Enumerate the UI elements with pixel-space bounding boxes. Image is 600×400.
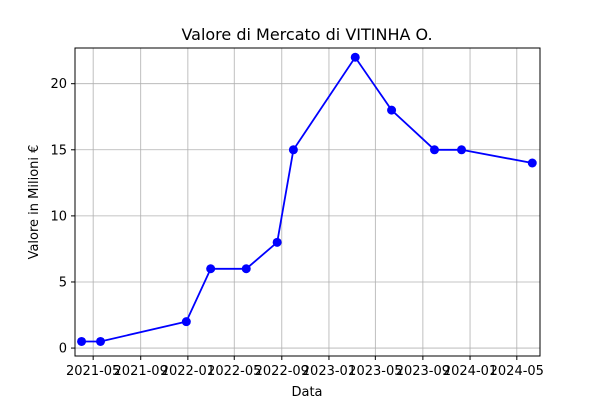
y-tick-label: 5 [59,275,67,290]
data-point [206,264,216,274]
y-tick-label: 0 [59,342,67,357]
data-point [181,317,191,327]
data-point [457,145,467,155]
x-tick-label: 2023-09 [396,364,450,379]
y-tick-label: 15 [50,143,67,158]
x-axis: 2021-052021-092022-012022-052022-092023-… [66,356,544,379]
series-layer [77,52,537,346]
data-point [241,264,251,274]
x-tick-label: 2022-09 [255,364,309,379]
x-tick-label: 2021-05 [66,364,120,379]
data-point [387,105,397,115]
chart-title: Valore di Mercato di VITINHA O. [181,25,432,44]
x-tick-label: 2024-05 [490,364,544,379]
series-line [81,55,533,343]
y-tick-label: 10 [50,209,67,224]
y-tick-label: 20 [50,77,67,92]
data-point [272,237,282,247]
x-tick-label: 2023-01 [302,364,356,379]
data-point [288,145,298,155]
y-axis-label: Valore in Milioni € [27,145,42,260]
x-axis-label: Data [291,385,322,400]
data-point [77,336,87,346]
x-tick-label: 2023-05 [348,364,402,379]
x-tick-label: 2022-01 [161,364,215,379]
data-point [350,52,360,62]
x-tick-label: 2022-05 [207,364,261,379]
data-point [96,336,106,346]
x-tick-label: 2021-09 [114,364,168,379]
data-point [429,145,439,155]
plot-background [75,48,540,356]
plot-frame [74,47,541,357]
x-tick-label: 2024-01 [443,364,497,379]
y-axis: 0 5 10 15 20 [50,77,75,357]
data-point [527,158,537,168]
grid [75,48,540,356]
